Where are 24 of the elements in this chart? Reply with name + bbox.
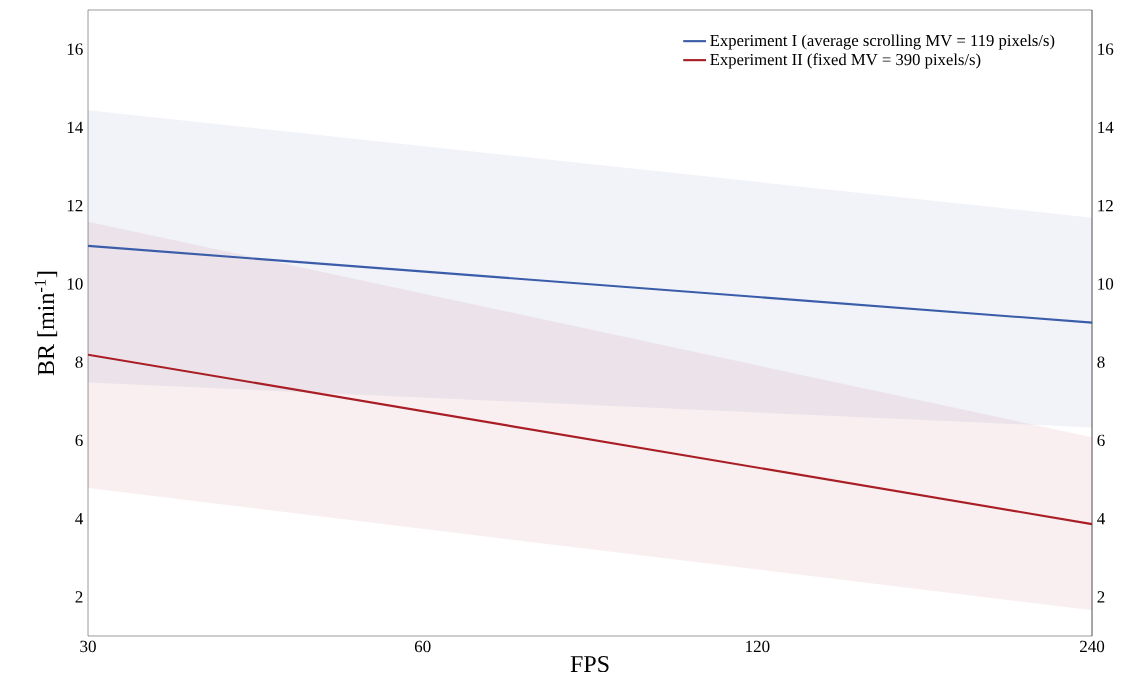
x-tick-label: 60 [414,640,431,653]
y2-tick-label: 2 [1097,591,1105,603]
y-tick-label: 4 [75,513,84,525]
x-tick-label: 240 [1080,640,1105,653]
y2-tick-label: 4 [1097,513,1105,525]
y-tick-label: 2 [75,591,83,603]
y-tick-label: 14 [67,121,84,133]
y-tick-label: 8 [75,356,83,368]
y2-tick-label: 12 [1098,200,1113,212]
legend-label: Experiment I (average scrolling MV = 119 pixels/s) [710,34,1055,50]
y-axis-title: BR [min$^{-1}$] [34,271,58,376]
y-tick-label: 10 [67,278,83,290]
y2-tick-label: 10 [1098,278,1114,290]
x-tick-label: 120 [746,640,770,653]
y-tick-label: 6 [75,434,83,447]
y2-tick-label: 6 [1097,434,1105,447]
x-tick-label: 30 [80,640,96,653]
y-tick-label: 12 [67,200,83,212]
y2-tick-label: 16 [1098,43,1114,55]
y2-tick-label: 8 [1097,356,1105,368]
y-tick-label: 16 [67,43,83,55]
x-axis-title: FPS [570,656,609,673]
y2-tick-label: 14 [1098,121,1114,133]
legend-label: Experiment II (fixed MV = 390 pixels/s) [710,53,981,69]
